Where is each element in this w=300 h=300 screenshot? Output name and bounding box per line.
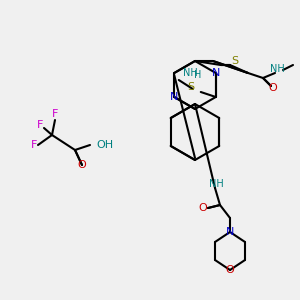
Text: N: N	[170, 92, 178, 102]
Text: F: F	[31, 140, 37, 150]
Text: H: H	[194, 70, 202, 80]
Text: O: O	[268, 83, 278, 93]
Text: N: N	[212, 68, 220, 78]
Text: O: O	[78, 160, 86, 170]
Text: S: S	[187, 82, 194, 92]
Text: OH: OH	[96, 140, 113, 150]
Text: NH: NH	[183, 68, 197, 78]
Text: F: F	[52, 109, 58, 119]
Text: NH: NH	[270, 64, 284, 74]
Text: N: N	[226, 227, 234, 237]
Text: F: F	[37, 120, 43, 130]
Text: NH: NH	[208, 179, 224, 189]
Text: O: O	[199, 203, 207, 213]
Text: O: O	[226, 265, 234, 275]
Text: S: S	[231, 56, 239, 66]
